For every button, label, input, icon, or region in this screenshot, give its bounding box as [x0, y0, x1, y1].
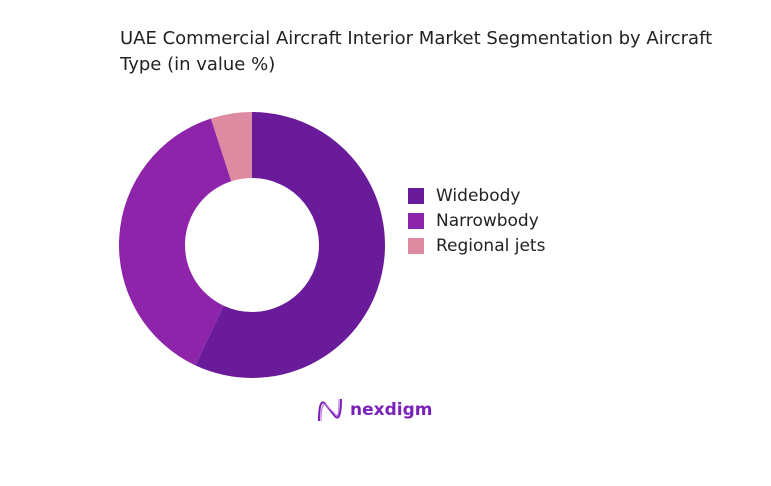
legend-label: Regional jets: [436, 235, 546, 256]
legend: Widebody Narrowbody Regional jets: [408, 183, 545, 258]
legend-label: Narrowbody: [436, 210, 539, 231]
donut-slice-regional-jets: [210, 112, 252, 182]
legend-swatch: [408, 212, 424, 229]
nexdigm-logo-icon: [318, 398, 342, 422]
legend-item-narrowbody: Narrowbody: [408, 208, 545, 233]
legend-swatch: [408, 187, 424, 204]
nexdigm-logo: nexdigm: [316, 397, 432, 423]
legend-item-widebody: Widebody: [408, 183, 545, 208]
legend-swatch: [408, 237, 424, 254]
logo-text: nexdigm: [350, 400, 433, 420]
chart-title: UAE Commercial Aircraft Interior Market …: [120, 28, 713, 75]
legend-label: Widebody: [436, 185, 521, 206]
donut-slice-narrowbody: [118, 118, 232, 366]
donut-slice-widebody: [195, 112, 385, 378]
legend-item-regional-jets: Regional jets: [408, 233, 545, 258]
